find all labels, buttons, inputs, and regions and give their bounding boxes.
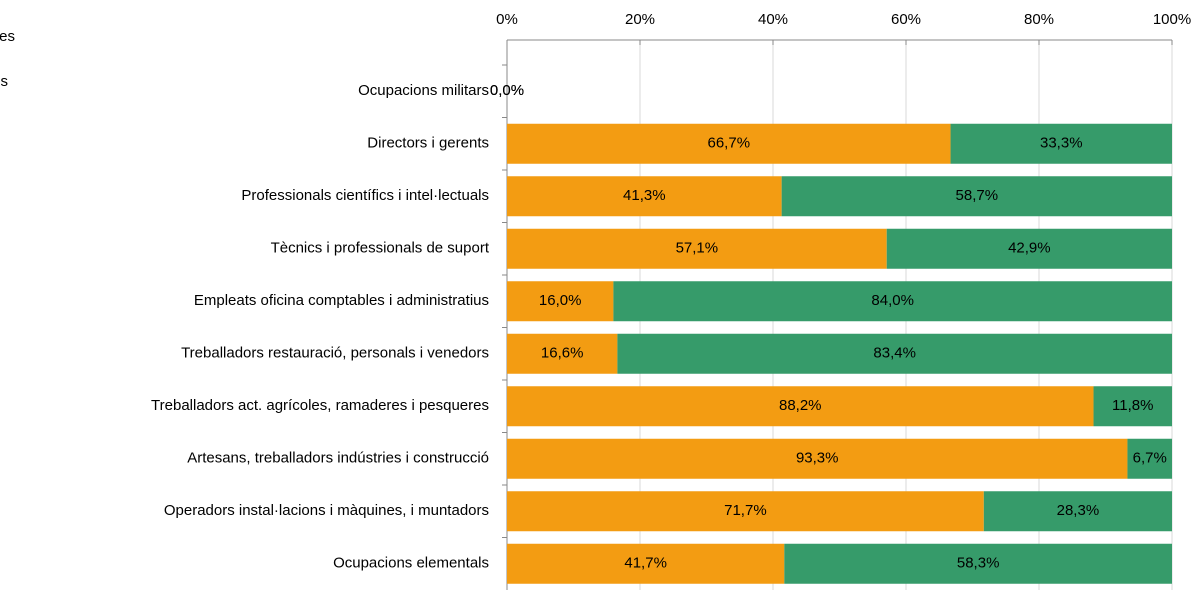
bar [507, 491, 984, 532]
bar [950, 123, 1172, 164]
bar [507, 176, 782, 217]
value-label: 28,3% [1057, 502, 1100, 519]
value-label: 71,7% [724, 502, 767, 519]
y-tick-label: Tècnics i professionals de suport [271, 240, 490, 257]
bar [886, 228, 1172, 269]
value-label: 41,7% [624, 555, 667, 572]
bar [784, 543, 1172, 584]
value-label: 57,1% [676, 240, 719, 257]
y-tick-label: Treballadors restauració, personals i ve… [181, 345, 489, 362]
value-label: 58,7% [956, 187, 999, 204]
bar [1127, 438, 1172, 479]
value-label: 58,3% [957, 555, 1000, 572]
y-tick-label: Professionals científics i intel·lectual… [241, 187, 489, 204]
x-tick-label: 60% [891, 11, 921, 28]
bar [781, 176, 1172, 217]
bar [617, 333, 1172, 374]
bar [507, 438, 1128, 479]
x-tick-label: 20% [625, 11, 655, 28]
x-tick-label: 80% [1024, 11, 1054, 28]
y-tick-label: Treballadors act. agrícoles, ramaderes i… [151, 397, 489, 414]
value-label: 88,2% [779, 397, 822, 414]
bar [507, 386, 1094, 427]
x-tick-label: 100% [1153, 11, 1191, 28]
value-label: 66,7% [708, 135, 751, 152]
bar [507, 543, 785, 584]
x-tick-label: 40% [758, 11, 788, 28]
bar [507, 228, 887, 269]
y-tick-label: Empleats oficina comptables i administra… [194, 292, 489, 309]
value-label: 41,3% [623, 187, 666, 204]
value-label: 16,6% [541, 345, 584, 362]
value-label: 84,0% [871, 292, 914, 309]
value-label: 42,9% [1008, 240, 1051, 257]
value-label: 6,7% [1133, 450, 1167, 467]
legend-label: Dones [0, 73, 8, 90]
y-tick-label: Directors i gerents [367, 135, 489, 152]
y-tick-label: Ocupacions militars [358, 82, 489, 99]
value-label: 83,4% [873, 345, 916, 362]
y-tick-label: Operadors instal·lacions i màquines, i m… [164, 502, 489, 519]
bar [613, 281, 1172, 322]
value-label: 93,3% [796, 450, 839, 467]
value-label: 16,0% [539, 292, 582, 309]
x-tick-label: 0% [496, 11, 518, 28]
bar [507, 333, 618, 374]
bar [1093, 386, 1172, 427]
value-label: 11,8% [1112, 397, 1153, 414]
bar [507, 281, 614, 322]
value-label: 33,3% [1040, 135, 1083, 152]
bar [983, 491, 1172, 532]
value-label: 0,0% [490, 82, 524, 99]
y-tick-label: Ocupacions elementals [333, 555, 489, 572]
bar [507, 123, 951, 164]
legend-label: Homes [0, 28, 15, 45]
value-label: 0,0% [490, 82, 524, 99]
y-tick-label: Artesans, treballadors indústries i cons… [187, 450, 489, 467]
